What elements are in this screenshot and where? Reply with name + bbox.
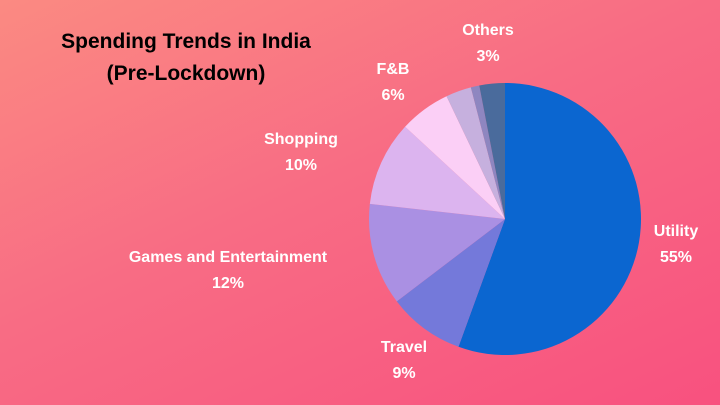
slice-label-games-and-entertainment: Games and Entertainment <box>129 249 328 266</box>
chart-subtitle-line: (Pre-Lockdown) <box>106 62 266 85</box>
slice-value-f-b: 6% <box>381 87 404 104</box>
chart-title-line: Spending Trends in India <box>61 30 311 53</box>
slice-value-travel: 9% <box>392 365 415 382</box>
pie-slice-games-and-entertainment <box>369 203 505 302</box>
pie-slice-utility <box>458 83 641 356</box>
slice-value-utility: 55% <box>660 249 692 266</box>
pie-slice-shopping <box>369 126 505 219</box>
pie-slice-f-b <box>405 96 505 219</box>
slice-label-utility: Utility <box>654 223 699 240</box>
slice-label-shopping: Shopping <box>264 131 338 148</box>
slice-label-others: Others <box>462 22 514 39</box>
chart-title: Spending Trends in India (Pre-Lockdown) <box>16 26 356 90</box>
slice-value-games-and-entertainment: 12% <box>212 275 244 292</box>
pie-slice-travel <box>396 219 505 347</box>
pie-slice-unlabeled-5 <box>446 87 505 219</box>
pie-slice-others <box>479 83 505 219</box>
slice-label-travel: Travel <box>381 339 427 356</box>
slice-value-shopping: 10% <box>285 157 317 174</box>
slice-value-others: 3% <box>476 48 499 65</box>
slice-label-f-b: F&B <box>377 61 410 78</box>
pie-slice-unlabeled-6 <box>470 85 505 219</box>
